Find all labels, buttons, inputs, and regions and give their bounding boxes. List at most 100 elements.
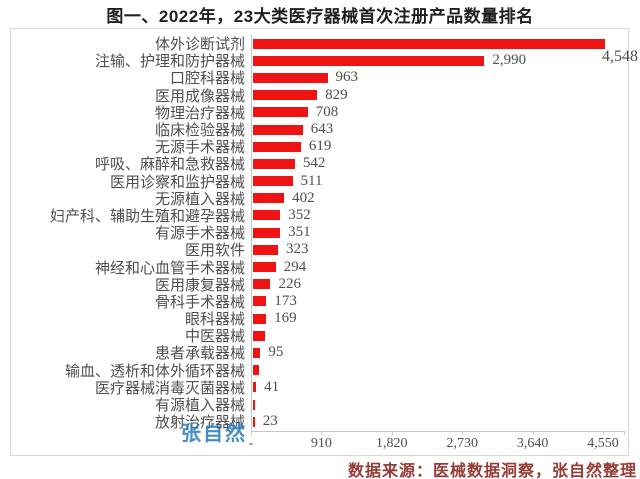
bar[interactable]: [253, 279, 271, 290]
value-label: 351: [288, 224, 311, 241]
bar[interactable]: [253, 107, 308, 118]
category-label: 妇产科、辅助生殖和避孕器械: [49, 208, 245, 225]
bar[interactable]: [253, 55, 485, 66]
x-axis-line: [251, 431, 625, 432]
bar-row: 注输、护理和防护器械 2,990: [11, 52, 626, 71]
x-tick-mark: [391, 431, 393, 435]
value-label: 352: [288, 206, 311, 223]
value-label: 294: [283, 258, 307, 275]
category-label: 输血、透析和体外循环器械: [64, 363, 245, 380]
value-label: 708: [315, 103, 339, 120]
value-label: 226: [278, 275, 301, 292]
bar-row: 医用诊察和监护器械 511: [11, 172, 626, 191]
value-label: 4,548: [602, 48, 638, 65]
bar-row: 临床检验器械 643: [11, 121, 626, 140]
bar[interactable]: [253, 330, 266, 341]
x-tick-mark: [624, 431, 625, 435]
bar[interactable]: [253, 296, 267, 307]
bar[interactable]: [253, 313, 267, 324]
bar[interactable]: [253, 347, 261, 358]
bar-row: 体外诊断试剂 4,548: [11, 35, 638, 65]
bar[interactable]: [253, 176, 293, 187]
source-note: 数据来源：医械数据洞察，张自然整理: [347, 463, 637, 479]
category-label: 有源手术器械: [154, 226, 245, 243]
bar[interactable]: [253, 382, 257, 393]
category-label: 无源植入器械: [154, 191, 245, 208]
bar[interactable]: [253, 90, 318, 101]
x-axis-ticks: - 910 1,820 2,730 3,640 4,550: [249, 436, 625, 454]
category-label: 物理治疗器械: [154, 105, 245, 122]
x-tick-label: 3,640: [516, 436, 549, 451]
bar[interactable]: [253, 365, 260, 376]
watermark: 张自然: [181, 423, 247, 445]
bar[interactable]: [253, 141, 301, 152]
category-label: 放射治疗器械: [154, 415, 245, 432]
bar[interactable]: [253, 193, 285, 204]
bar-row: 患者承载器械 95: [11, 344, 626, 362]
category-label: 临床检验器械: [154, 123, 245, 140]
bar-row: 有源植入器械: [11, 396, 626, 415]
bar-row: 医用成像器械 829: [11, 86, 626, 105]
category-label: 神经和心血管手术器械: [94, 260, 245, 277]
value-label: 643: [310, 121, 334, 138]
bar[interactable]: [253, 244, 278, 255]
bar-row: 有源手术器械 351: [11, 224, 626, 243]
category-label: 体外诊断试剂: [154, 37, 245, 54]
value-label: 169: [274, 310, 297, 327]
bar[interactable]: [253, 38, 605, 49]
category-label: 骨科手术器械: [154, 294, 245, 311]
value-label: 323: [285, 241, 309, 258]
x-tick-label: 4,550: [587, 436, 619, 451]
bar[interactable]: [253, 72, 328, 83]
category-label: 医用诊察和监护器械: [109, 174, 245, 191]
chart-title: 图一、2022年，23大类医疗器械首次注册产品数量排名: [106, 7, 534, 26]
category-label: 医用康复器械: [154, 277, 245, 294]
bar[interactable]: [253, 124, 303, 135]
bar-row: 医用康复器械 226: [11, 275, 626, 294]
x-tick-mark: [603, 431, 604, 435]
x-tick-mark: [532, 431, 534, 435]
bar-row: 口腔科器械 963: [11, 69, 626, 88]
bar-row: 无源手术器械 619: [11, 138, 626, 157]
category-label: 注输、护理和防护器械: [94, 54, 245, 71]
category-label: 医用成像器械: [154, 88, 245, 105]
bar-row: 神经和心血管手术器械 294: [11, 258, 626, 277]
bar[interactable]: [253, 399, 256, 410]
bar[interactable]: [253, 227, 281, 238]
bar-row: 医用软件 323: [11, 241, 626, 260]
x-tick-mark: [462, 431, 464, 435]
category-label: 眼科器械: [184, 312, 245, 329]
bar-row: 输血、透析和体外循环器械: [11, 362, 626, 380]
bar[interactable]: [253, 210, 281, 221]
x-tick-label: 2,730: [446, 436, 478, 451]
bar-row: 放射治疗器械 23: [11, 413, 626, 432]
bar-row: 妇产科、辅助生殖和避孕器械 352: [11, 206, 626, 225]
y-axis-line: [251, 35, 252, 431]
bar[interactable]: [253, 262, 276, 273]
value-label: 619: [308, 138, 332, 155]
x-tick-mark: [251, 431, 252, 435]
value-label: 829: [325, 86, 348, 103]
value-label: 95: [268, 344, 284, 361]
category-label: 医疗器械消毒灭菌器械: [94, 380, 245, 397]
value-label: 511: [300, 172, 323, 189]
x-tick-mark: [321, 431, 323, 435]
bar[interactable]: [253, 416, 255, 427]
category-label: 口腔科器械: [169, 71, 245, 88]
x-tick-label: 1,820: [376, 436, 408, 451]
category-label: 无源手术器械: [154, 140, 245, 157]
chart-frame: 体外诊断试剂 4,548 注输、护理和防护器械 2,990 口腔科器械 963 医用成像器械…: [10, 28, 638, 456]
category-label: 有源植入器械: [154, 398, 245, 415]
bar[interactable]: [253, 158, 295, 169]
value-label: 41: [264, 378, 280, 395]
x-tick-label: 910: [310, 436, 332, 451]
category-label: 呼吸、麻醉和急救器械: [94, 157, 245, 174]
value-label: 23: [262, 413, 278, 430]
value-label: 963: [335, 69, 359, 86]
category-label: 医用软件: [184, 243, 245, 260]
bar-row: 眼科器械 169: [11, 310, 626, 329]
category-label: 中医器械: [184, 329, 245, 346]
value-label: 2,990: [492, 52, 527, 69]
bar-row: 医疗器械消毒灭菌器械 41: [11, 378, 626, 397]
